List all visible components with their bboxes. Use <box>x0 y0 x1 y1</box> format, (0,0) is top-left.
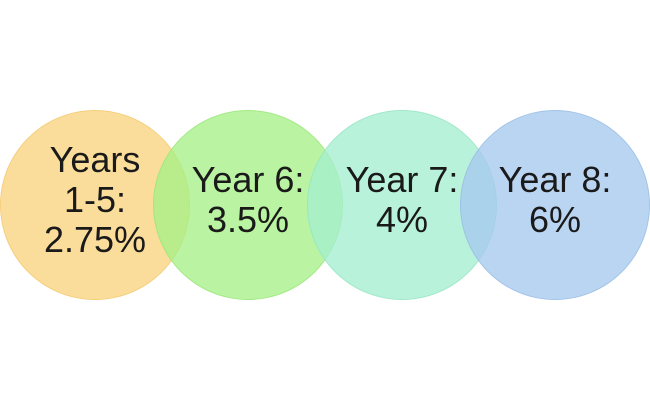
circle-year-7: Year 7: 4% <box>307 110 497 300</box>
circle-year-8: Year 8: 6% <box>460 110 650 300</box>
circle-label-year-7: Year 7: 4% <box>345 159 459 240</box>
circle-label-year-6: Year 6: 3.5% <box>191 159 305 240</box>
circle-label-year-8: Year 8: 6% <box>498 159 612 240</box>
circle-label-years-1-5: Years 1-5: 2.75% <box>43 139 147 260</box>
circle-year-6: Year 6: 3.5% <box>153 110 343 300</box>
